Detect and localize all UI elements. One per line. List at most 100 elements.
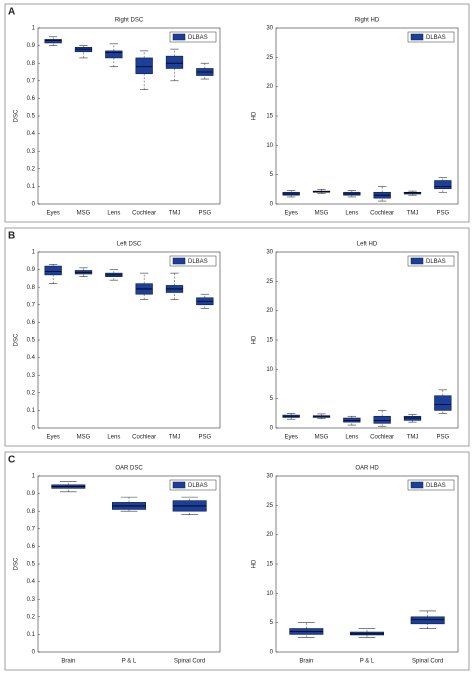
x-tick-label: Eyes — [284, 435, 297, 441]
chart-title: OAR DSC — [115, 466, 143, 472]
y-tick-label: 30 — [266, 474, 273, 480]
axes-frame — [275, 27, 459, 205]
legend-label: DLBAS — [426, 259, 446, 265]
x-tick-label: Cochlear — [370, 211, 394, 217]
y-tick-label: 0.1 — [27, 408, 36, 414]
x-tick-label: TMJ — [169, 435, 181, 441]
chart-title: OAR HD — [355, 466, 379, 472]
legend-swatch — [410, 33, 424, 41]
chart-title: Right HD — [355, 18, 380, 24]
y-tick-label: 0.6 — [27, 96, 36, 102]
y-tick-label: 0.3 — [27, 373, 36, 379]
y-tick-label: 10 — [266, 367, 273, 373]
x-tick-label: Lens — [107, 211, 120, 217]
y-axis-label: DSC — [14, 333, 20, 346]
y-tick-label: 15 — [266, 114, 273, 120]
y-tick-label: 5 — [270, 620, 274, 626]
legend-label: DLBAS — [188, 35, 208, 41]
y-axis-label: HD — [252, 335, 258, 344]
x-tick-label: PSG — [198, 211, 211, 217]
y-tick-label: 0.1 — [27, 184, 36, 190]
y-tick-label: 0.6 — [27, 320, 36, 326]
legend-frame — [407, 479, 455, 491]
box — [434, 180, 452, 190]
x-tick-label: Brain — [299, 659, 313, 665]
y-axis-label: HD — [252, 559, 258, 568]
axes-frame — [37, 27, 221, 205]
legend-label: DLBAS — [426, 35, 446, 41]
legend-label: DLBAS — [188, 259, 208, 265]
y-axis-label: DSC — [14, 557, 20, 570]
box — [410, 616, 445, 625]
y-tick-label: 0.8 — [27, 509, 36, 515]
legend-label: DLBAS — [188, 483, 208, 489]
x-tick-label: Eyes — [46, 211, 59, 217]
box — [165, 55, 184, 69]
x-tick-label: Lens — [345, 211, 358, 217]
panel-label: A — [8, 7, 15, 18]
y-tick-label: 0 — [32, 426, 36, 432]
box — [74, 47, 93, 53]
x-tick-label: MSG — [315, 211, 329, 217]
panel-frame — [4, 3, 470, 223]
x-tick-label: Eyes — [46, 435, 59, 441]
y-tick-label: 0.8 — [27, 61, 36, 67]
x-tick-label: TMJ — [407, 211, 419, 217]
y-tick-label: 0.5 — [27, 562, 36, 568]
panel-frame — [4, 227, 470, 447]
y-tick-label: 0 — [32, 650, 36, 656]
box — [373, 415, 391, 424]
y-tick-label: 0.2 — [27, 390, 36, 396]
y-tick-label: 30 — [266, 250, 273, 256]
x-tick-label: Lens — [107, 435, 120, 441]
y-tick-label: 0.3 — [27, 149, 36, 155]
y-tick-label: 0.4 — [27, 355, 36, 361]
x-tick-label: Spinal Cord — [174, 659, 205, 665]
legend-swatch — [172, 33, 186, 41]
y-tick-label: 25 — [266, 279, 273, 285]
y-tick-label: 0 — [270, 650, 274, 656]
y-tick-label: 1 — [32, 250, 36, 256]
y-tick-label: 0.9 — [27, 43, 36, 49]
y-tick-label: 0.7 — [27, 78, 36, 84]
x-tick-label: P & L — [360, 659, 375, 665]
x-tick-label: Lens — [345, 435, 358, 441]
y-tick-label: 0.5 — [27, 114, 36, 120]
axes-frame — [37, 251, 221, 429]
x-tick-label: Brain — [61, 659, 75, 665]
x-tick-label: Cochlear — [370, 435, 394, 441]
legend-frame — [169, 255, 217, 267]
y-axis-label: HD — [252, 111, 258, 120]
y-tick-label: 0.4 — [27, 579, 36, 585]
y-tick-label: 10 — [266, 143, 273, 149]
x-tick-label: PSG — [198, 435, 211, 441]
y-tick-label: 5 — [270, 172, 274, 178]
y-tick-label: 0.8 — [27, 285, 36, 291]
panel-label: C — [8, 455, 15, 466]
y-axis-label: DSC — [14, 109, 20, 122]
y-tick-label: 0 — [270, 426, 274, 432]
chart-title: Right DSC — [115, 18, 144, 24]
y-tick-label: 20 — [266, 308, 273, 314]
y-tick-label: 0.1 — [27, 632, 36, 638]
legend-swatch — [172, 481, 186, 489]
panel-label: B — [8, 231, 15, 242]
legend-label: DLBAS — [426, 483, 446, 489]
chart-title: Left DSC — [117, 242, 142, 248]
y-tick-label: 0.2 — [27, 166, 36, 172]
axes-frame — [275, 251, 459, 429]
box — [434, 395, 452, 411]
legend-swatch — [410, 481, 424, 489]
y-tick-label: 10 — [266, 591, 273, 597]
x-tick-label: MSG — [77, 211, 91, 217]
y-tick-label: 1 — [32, 26, 36, 32]
x-tick-label: TMJ — [169, 211, 181, 217]
y-tick-label: 30 — [266, 26, 273, 32]
y-tick-label: 15 — [266, 562, 273, 568]
y-tick-label: 15 — [266, 338, 273, 344]
y-tick-label: 20 — [266, 84, 273, 90]
legend-frame — [169, 31, 217, 43]
y-tick-label: 0.7 — [27, 302, 36, 308]
y-tick-label: 0.4 — [27, 131, 36, 137]
